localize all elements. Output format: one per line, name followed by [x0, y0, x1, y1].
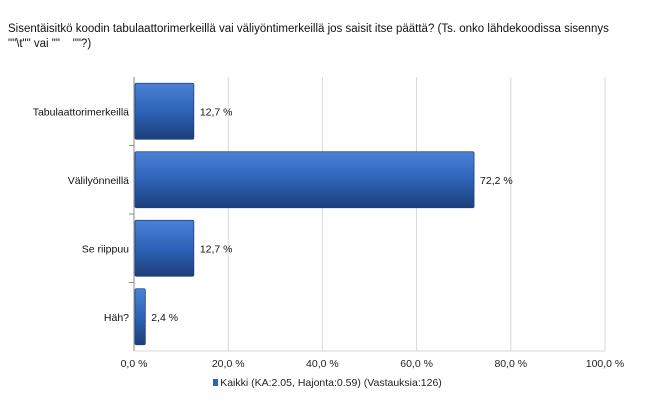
x-tick-label: 80,0 % — [494, 358, 527, 370]
data-label: 12,7 % — [200, 243, 233, 255]
bar — [134, 151, 475, 209]
data-label: 2,4 % — [151, 312, 178, 324]
category-label: Se riippuu — [82, 243, 129, 255]
x-tick-label: 40,0 % — [306, 358, 339, 370]
legend-swatch — [213, 379, 219, 386]
category-label: Välilyönneillä — [68, 175, 129, 187]
x-tick-label: 60,0 % — [400, 358, 433, 370]
data-label: 12,7 % — [200, 106, 233, 118]
bar — [134, 219, 195, 277]
x-tick-label: 100,0 % — [586, 358, 625, 370]
bar — [134, 82, 195, 140]
chart-title: Sisentäisitkö koodin tabulaattorimerkeil… — [8, 22, 648, 52]
bar — [134, 288, 146, 346]
x-tick-label: 0,0 % — [121, 358, 148, 370]
chart-title-line-2: ""\t"" vai "" ""?) — [8, 38, 92, 50]
chart-title-line-1: Sisentäisitkö koodin tabulaattorimerkeil… — [8, 23, 609, 35]
chart-legend: Kaikki (KA:2.05, Hajonta:0.59) (Vastauks… — [0, 377, 655, 389]
x-tick-label: 20,0 % — [212, 358, 245, 370]
category-label: Tabulaattorimerkeillä — [33, 106, 129, 118]
data-label: 72,2 % — [480, 175, 513, 187]
category-label: Häh? — [104, 312, 129, 324]
legend-label: Kaikki (KA:2.05, Hajonta:0.59) (Vastauks… — [220, 377, 442, 389]
